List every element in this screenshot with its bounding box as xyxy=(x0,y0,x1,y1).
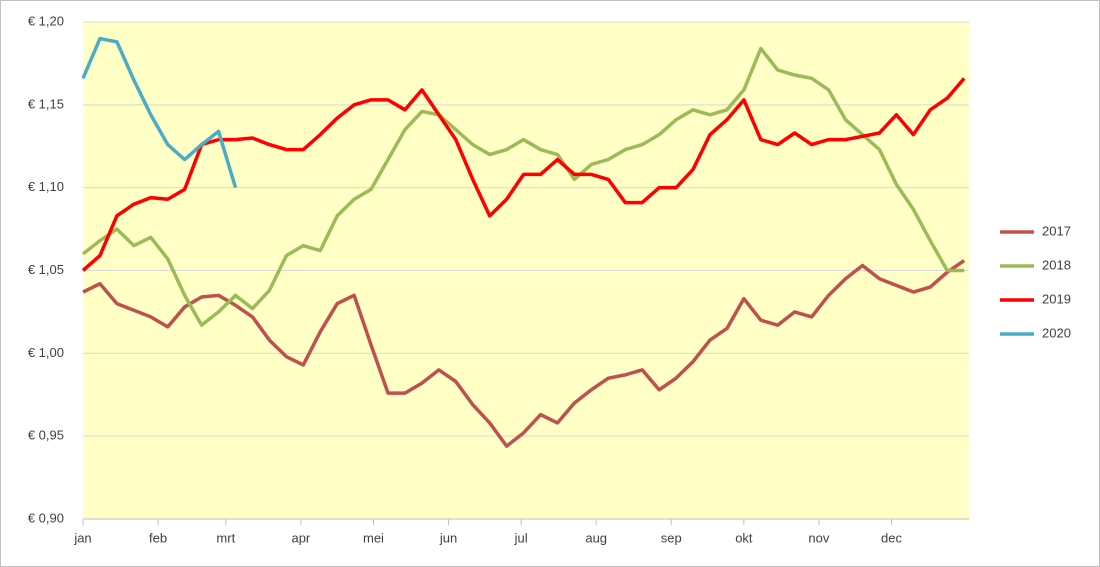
y-tick-label: € 1,10 xyxy=(28,179,64,194)
x-tick-label: okt xyxy=(735,530,753,545)
y-tick-label: € 0,95 xyxy=(28,428,64,443)
y-tick-label: € 1,15 xyxy=(28,96,64,111)
x-tick-label: jul xyxy=(514,530,528,545)
legend-label: 2018 xyxy=(1042,257,1071,272)
x-tick-label: nov xyxy=(808,530,829,545)
x-tick-label: mei xyxy=(363,530,384,545)
x-tick-label: jan xyxy=(73,530,91,545)
x-tick-label: apr xyxy=(291,530,310,545)
series-line xyxy=(81,77,966,272)
x-tick-label: sep xyxy=(661,530,682,545)
y-tick-label: € 1,20 xyxy=(28,13,64,28)
y-tick-label: € 0,90 xyxy=(28,510,64,525)
series-line xyxy=(81,46,965,327)
x-tick-label: dec xyxy=(881,530,902,545)
series-line xyxy=(81,36,238,189)
x-tick-label: jun xyxy=(439,530,457,545)
legend-label: 2020 xyxy=(1042,325,1071,340)
x-tick-label: mrt xyxy=(216,530,235,545)
legend-label: 2017 xyxy=(1042,223,1071,238)
legend-label: 2019 xyxy=(1042,291,1071,306)
y-tick-label: € 1,05 xyxy=(28,262,64,277)
y-tick-label: € 1,00 xyxy=(28,345,64,360)
x-tick-label: feb xyxy=(149,530,167,545)
x-tick-label: aug xyxy=(585,530,607,545)
